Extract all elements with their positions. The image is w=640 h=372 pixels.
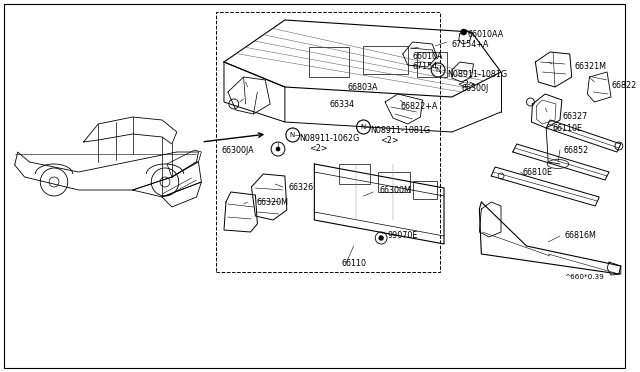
- Text: N08911-1062G: N08911-1062G: [300, 134, 360, 142]
- Text: N: N: [435, 67, 440, 73]
- Text: 66334: 66334: [329, 99, 354, 109]
- Text: N: N: [290, 132, 295, 138]
- Text: ^660*0.39: ^660*0.39: [564, 274, 604, 280]
- Circle shape: [461, 29, 467, 35]
- Text: 66810E: 66810E: [523, 167, 552, 176]
- Bar: [417, 52, 447, 77]
- Text: 66320M: 66320M: [257, 198, 289, 206]
- Text: 66300J: 66300J: [461, 83, 489, 93]
- Text: 66326: 66326: [289, 183, 314, 192]
- Text: 66300JA: 66300JA: [221, 145, 253, 154]
- Text: 66803A: 66803A: [348, 83, 378, 92]
- Text: <2>: <2>: [457, 80, 476, 89]
- Circle shape: [379, 236, 383, 240]
- Text: N08911-1081G: N08911-1081G: [447, 70, 507, 78]
- Text: 66110: 66110: [342, 260, 367, 269]
- Text: 67154+A: 67154+A: [452, 39, 489, 48]
- Bar: [413, 181, 437, 199]
- Bar: [339, 164, 371, 184]
- Text: 66010AA: 66010AA: [468, 29, 504, 38]
- Text: N: N: [360, 124, 366, 130]
- Text: 66822: 66822: [611, 80, 636, 90]
- Text: 66822+A: 66822+A: [401, 102, 438, 110]
- Text: 66816M: 66816M: [565, 231, 596, 240]
- Text: 66300M: 66300M: [379, 186, 411, 195]
- Bar: [364, 46, 408, 74]
- Bar: [216, 12, 440, 272]
- Text: 66327: 66327: [563, 112, 588, 121]
- Text: 99070E: 99070E: [387, 231, 417, 240]
- Bar: [309, 47, 349, 77]
- Text: 66110E: 66110E: [552, 124, 582, 132]
- Text: 66852: 66852: [564, 145, 589, 154]
- Text: N08911-1081G: N08911-1081G: [371, 125, 431, 135]
- Text: 66010A: 66010A: [413, 51, 443, 61]
- Text: 66321M: 66321M: [575, 61, 607, 71]
- Text: <2>: <2>: [380, 135, 399, 144]
- Text: 67154: 67154: [413, 61, 438, 71]
- Bar: [378, 172, 410, 192]
- Circle shape: [276, 147, 280, 151]
- Text: <2>: <2>: [309, 144, 328, 153]
